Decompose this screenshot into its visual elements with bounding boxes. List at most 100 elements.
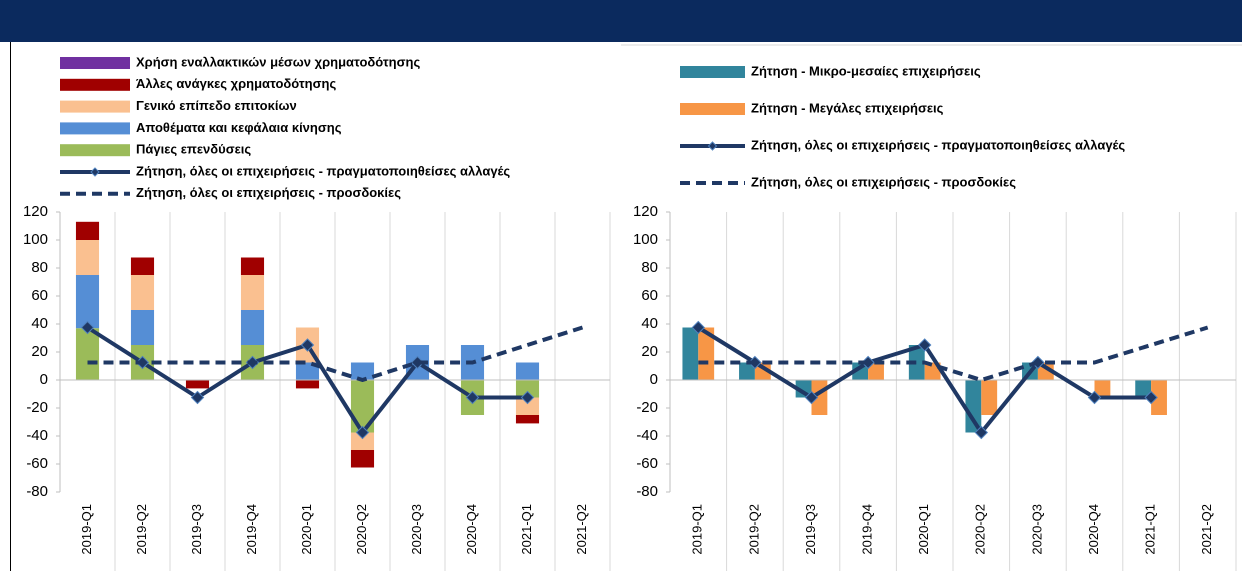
bar [1135, 380, 1152, 398]
bar-segment [515, 397, 540, 415]
bar-segment [75, 240, 100, 275]
bar [698, 327, 715, 380]
y-tick-label: -40 [26, 427, 48, 444]
x-tick-label: 2020-Q1 [299, 504, 314, 555]
bar [908, 345, 925, 380]
bar-segment [130, 310, 155, 345]
y-tick-label: 80 [31, 259, 48, 276]
y-tick-label: 80 [641, 259, 658, 276]
x-tick-label: 2020-Q2 [354, 504, 369, 555]
line-marker [1087, 390, 1102, 405]
line-marker [520, 390, 535, 405]
y-tick-label: 120 [633, 203, 658, 220]
legend-label: Ζήτηση - Μεγάλες επιχειρήσεις [751, 100, 944, 115]
y-tick-label: -20 [26, 399, 48, 416]
legend-marker [707, 141, 718, 151]
x-tick-label: 2020-Q3 [409, 504, 424, 555]
y-tick-label: -40 [636, 427, 658, 444]
bar-segment [350, 450, 375, 468]
legend-label: Γενικό επίπεδο επιτοκίων [136, 98, 297, 113]
bar-segment [515, 362, 540, 380]
x-tick-label: 2020-Q2 [973, 504, 988, 555]
bar [1094, 380, 1111, 398]
y-tick-label: 60 [31, 287, 48, 304]
bar [981, 380, 998, 415]
bar-segment [130, 275, 155, 310]
y-tick-label: 20 [641, 343, 658, 360]
legend-swatch [680, 66, 745, 78]
bar-segment [295, 362, 320, 380]
x-tick-label: 2020-Q4 [1086, 504, 1101, 555]
bar-segment [350, 432, 375, 450]
x-tick-label: 2019-Q2 [746, 504, 761, 555]
bar [739, 362, 755, 380]
x-tick-label: 2021-Q1 [519, 504, 534, 555]
header-banner [0, 0, 1242, 42]
y-tick-label: -60 [26, 455, 48, 472]
bar-segment [185, 380, 210, 389]
legend-label: Ζήτηση - Μικρο-μεσαίες επιχειρήσεις [751, 63, 981, 78]
bar-segment [350, 362, 375, 380]
legend-label: Αποθέματα και κεφάλαια κίνησης [136, 120, 342, 135]
bar [965, 380, 982, 433]
line-marker [355, 425, 370, 440]
legend-label: Άλλες ανάγκες χρηματοδότησης [136, 76, 336, 91]
x-tick-label: 2019-Q2 [134, 504, 149, 555]
y-tick-label: 40 [31, 315, 48, 332]
legend-swatch [60, 100, 130, 113]
y-tick-label: -80 [26, 483, 48, 500]
line-marker [974, 425, 989, 440]
x-tick-label: 2019-Q3 [189, 504, 204, 555]
bar-segment [240, 275, 265, 310]
line-marker [804, 390, 819, 405]
legend-swatch [680, 103, 745, 115]
y-tick-label: 100 [23, 231, 48, 248]
legend-label: Ζήτηση, όλες οι επιχειρήσεις - προσδοκίε… [751, 174, 1016, 189]
line-marker [917, 338, 932, 352]
legend-label: Ζήτηση, όλες οι επιχειρήσεις - προσδοκίε… [136, 185, 401, 200]
x-tick-label: 2019-Q4 [860, 504, 875, 555]
bar [868, 362, 884, 380]
x-tick-label: 2020-Q3 [1029, 504, 1044, 555]
line-marker [691, 320, 706, 335]
line-marker [465, 390, 480, 405]
bar-segment [515, 380, 540, 398]
bar-segment [240, 310, 265, 345]
x-tick-label: 2020-Q1 [916, 504, 931, 555]
x-tick-label: 2019-Q1 [79, 504, 94, 555]
legend-label: Ζήτηση, όλες οι επιχειρήσεις - πραγματοπ… [136, 163, 510, 178]
bar-segment [350, 380, 375, 433]
legend-label: Χρήση εναλλακτικών μέσων χρηματοδότησης [136, 54, 420, 69]
y-tick-label: -60 [636, 455, 658, 472]
bar-segment [515, 415, 540, 424]
bar-segment [75, 275, 100, 329]
x-tick-label: 2019-Q1 [690, 504, 705, 555]
legend-swatch [60, 144, 130, 157]
expectation-line [698, 325, 1209, 382]
legend-label: Πάγιες επενδύσεις [136, 142, 251, 157]
bar [682, 327, 699, 380]
y-tick-label: 40 [641, 315, 658, 332]
line-marker [80, 320, 95, 335]
y-tick-label: 0 [40, 371, 48, 388]
y-tick-label: 20 [31, 343, 48, 360]
bar [1151, 380, 1167, 415]
line-marker [1144, 390, 1158, 405]
bar-segment [295, 380, 320, 389]
legend-label: Ζήτηση, όλες οι επιχειρήσεις - πραγματοπ… [751, 137, 1125, 152]
y-tick-label: -20 [636, 399, 658, 416]
y-tick-label: 60 [641, 287, 658, 304]
x-tick-label: 2021-Q2 [1199, 504, 1214, 555]
line-marker [190, 390, 205, 405]
line-marker [300, 338, 315, 352]
x-tick-label: 2019-Q3 [803, 504, 818, 555]
x-tick-label: 2020-Q4 [464, 504, 479, 555]
legend-marker [90, 167, 100, 177]
x-tick-label: 2021-Q2 [574, 504, 589, 555]
expectation-line [87, 325, 584, 382]
bar-segment [240, 257, 265, 275]
y-tick-label: 0 [650, 371, 658, 388]
x-tick-label: 2019-Q4 [244, 504, 259, 555]
bar-segment [75, 328, 100, 380]
